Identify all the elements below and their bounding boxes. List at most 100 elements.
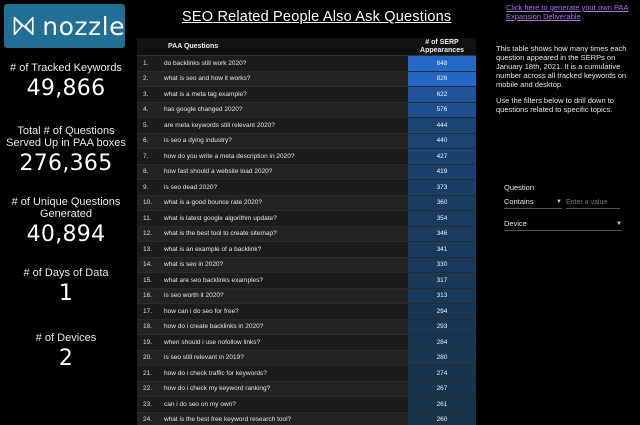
generate-paa-link[interactable]: Click here to generate your own PAA Expa…	[506, 3, 629, 21]
row-index: 19.	[143, 338, 153, 346]
stat-value: 40,894	[26, 222, 106, 247]
row-question: what is a meta tag example?	[164, 90, 247, 98]
table-description: This table shows how many times each que…	[496, 44, 627, 89]
row-index: 21.	[143, 369, 153, 377]
stat-label: # of Tracked Keywords	[10, 62, 122, 74]
table-row[interactable]: 21. how do i check traffic for keywords? 2…	[137, 366, 476, 382]
page-title: SEO Related People Also Ask Questions	[182, 9, 452, 25]
row-appearances: 341	[408, 242, 476, 257]
stat-value: 2	[58, 346, 74, 371]
stat-value: 276,365	[19, 151, 113, 176]
row-appearances: 576	[408, 102, 476, 117]
row-index: 11.	[143, 214, 152, 222]
header-index	[137, 38, 160, 55]
row-question: what is the best tool to create sitemap?	[164, 230, 277, 238]
table-row[interactable]: 15. what are seo backlinks examples? 317	[137, 273, 476, 289]
row-question: what is a good bounce rate 2020?	[164, 199, 262, 207]
table-row[interactable]: 7. how do you write a meta description in…	[137, 149, 476, 165]
row-index: 2.	[143, 75, 149, 83]
row-index: 23.	[143, 400, 153, 408]
paa-questions-table: PAA Questions # of SERP Appearances 1. do…	[137, 38, 476, 425]
table-row[interactable]: 12. what is the best tool to create sitem…	[137, 226, 476, 242]
row-appearances: 373	[408, 180, 476, 195]
stat-label: Total # of Questions Served Up in PAA bo…	[6, 125, 126, 149]
row-appearances: 267	[408, 381, 476, 396]
table-row[interactable]: 18. how do i create backlinks in 2020? 293	[137, 319, 476, 335]
table-row[interactable]: 11. what is latest google algorithm updat…	[137, 211, 476, 227]
row-question: how do you write a meta description in 2…	[164, 152, 295, 160]
header-appearances[interactable]: # of SERP Appearances	[420, 39, 464, 54]
row-question: what is an example of a backlink?	[164, 245, 262, 253]
table-row[interactable]: 3. what is a meta tag example? 622	[137, 87, 476, 103]
table-row[interactable]: 4. has google changed 2020? 576	[137, 102, 476, 118]
stat-devices: # of Devices 2	[0, 332, 132, 371]
row-index: 24.	[143, 416, 153, 424]
table-row[interactable]: 16. is seo worth it 2020? 313	[137, 288, 476, 304]
row-index: 20.	[143, 354, 153, 362]
nozzle-logo[interactable]: nozzle	[4, 4, 125, 48]
row-appearances: 622	[408, 87, 476, 102]
row-question: what is seo and how it works?	[164, 75, 251, 83]
row-question: is seo a dying industry?	[164, 137, 232, 145]
row-appearances: 346	[408, 226, 476, 241]
stat-value: 49,866	[26, 76, 106, 101]
row-appearances: 280	[408, 350, 476, 365]
row-question: how fast should a website load 2020?	[164, 168, 273, 176]
table-row[interactable]: 14. what is seo in 2020? 330	[137, 257, 476, 273]
row-index: 9.	[143, 183, 149, 191]
row-appearances: 440	[408, 133, 476, 148]
table-row[interactable]: 20. is seo still relevant in 2019? 280	[137, 350, 476, 366]
question-filter-label: Question	[504, 183, 535, 192]
table-row[interactable]: 6. is seo a dying industry? 440	[137, 133, 476, 149]
table-row[interactable]: 13. what is an example of a backlink? 341	[137, 242, 476, 258]
table-row[interactable]: 1. do backlinks still work 2020? 848	[137, 56, 476, 72]
row-index: 10.	[143, 199, 153, 207]
row-appearances: 274	[408, 366, 476, 381]
question-operator-select[interactable]: Contains ▼	[504, 197, 562, 209]
table-row[interactable]: 19. when should i use nofollow links? 284	[137, 335, 476, 351]
row-index: 13.	[143, 245, 153, 253]
row-appearances: 293	[408, 319, 476, 334]
row-appearances: 848	[408, 56, 476, 71]
row-index: 17.	[143, 307, 153, 315]
row-appearances: 444	[408, 118, 476, 133]
row-question: has google changed 2020?	[164, 106, 243, 114]
header-questions[interactable]: PAA Questions	[168, 43, 219, 50]
stat-tracked-keywords: # of Tracked Keywords 49,866	[0, 62, 132, 101]
device-filter-label: Device	[504, 219, 527, 228]
stat-label: # of Unique Questions Generated	[11, 196, 121, 220]
row-appearances: 826	[408, 71, 476, 86]
row-appearances: 360	[408, 195, 476, 210]
row-appearances: 313	[408, 288, 476, 303]
row-question: is seo worth it 2020?	[164, 292, 224, 300]
filter-instructions: Use the filters below to drill down to q…	[496, 96, 614, 114]
table-row[interactable]: 22. how do i check my keyword ranking? 267	[137, 381, 476, 397]
row-index: 12.	[143, 230, 153, 238]
chevron-down-icon: ▼	[616, 220, 622, 227]
stat-total-questions: Total # of Questions Served Up in PAA bo…	[0, 125, 132, 176]
question-value-input[interactable]	[566, 196, 620, 209]
stat-label: # of Days of Data	[23, 267, 109, 279]
row-question: what is the best free keyword research t…	[164, 416, 292, 424]
row-appearances: 261	[408, 397, 476, 412]
row-appearances: 294	[408, 304, 476, 319]
row-question: do backlinks still work 2020?	[164, 59, 247, 67]
device-filter-select[interactable]: Device ▼	[504, 219, 622, 231]
row-question: when should i use nofollow links?	[164, 338, 261, 346]
nozzle-logo-icon	[13, 16, 34, 36]
stat-label: # of Devices	[35, 332, 97, 344]
row-appearances: 317	[408, 273, 476, 288]
row-index: 16.	[143, 292, 153, 300]
row-index: 1.	[143, 59, 149, 67]
table-row[interactable]: 2. what is seo and how it works? 826	[137, 71, 476, 87]
operator-value: Contains	[504, 197, 534, 206]
table-header: PAA Questions # of SERP Appearances	[137, 38, 476, 56]
table-row[interactable]: 24. what is the best free keyword researc…	[137, 412, 476, 425]
table-row[interactable]: 9. is seo dead 2020? 373	[137, 180, 476, 196]
table-row[interactable]: 5. are meta keywords still relevant 2020?…	[137, 118, 476, 134]
table-row[interactable]: 8. how fast should a website load 2020? 41…	[137, 164, 476, 180]
row-index: 5.	[143, 121, 149, 129]
table-row[interactable]: 17. how can i do seo for free? 294	[137, 304, 476, 320]
table-row[interactable]: 10. what is a good bounce rate 2020? 360	[137, 195, 476, 211]
table-row[interactable]: 23. can i do seo on my own? 261	[137, 397, 476, 413]
